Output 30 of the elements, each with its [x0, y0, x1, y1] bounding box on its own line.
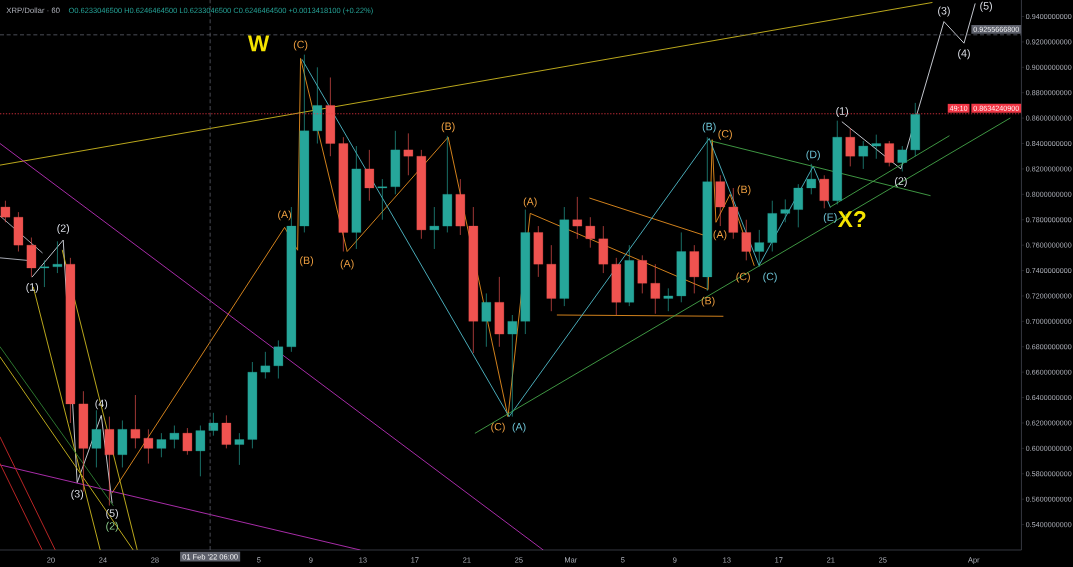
annotation: (A): [340, 259, 354, 270]
annotation: W: [247, 35, 270, 52]
annotation: (4): [95, 399, 108, 410]
annotation: (A): [713, 230, 727, 241]
annotation: (B): [300, 256, 314, 267]
annotation: (2): [106, 521, 118, 532]
annotation: (2): [57, 224, 70, 235]
annotation: (A): [512, 422, 526, 433]
annotation: (5): [980, 1, 992, 12]
annotation: (3): [71, 489, 84, 500]
annotation: (5): [106, 509, 118, 519]
annotation: (E): [823, 213, 837, 224]
annotation: (C): [718, 129, 732, 140]
annotation: (A): [278, 210, 292, 221]
annotation: (4): [958, 49, 970, 60]
annotation: (D): [806, 150, 820, 161]
annotation: (C): [293, 40, 308, 51]
annotation: (3): [938, 6, 950, 17]
annotation: X?: [837, 211, 866, 227]
annotation: (1): [26, 282, 39, 293]
annotation: (2): [895, 176, 907, 187]
annotation: (B): [441, 122, 455, 133]
annotation: (C): [736, 272, 750, 283]
annotation: (B): [701, 296, 715, 307]
annotation: (B): [737, 185, 751, 196]
annotation: (C): [763, 272, 777, 283]
annotation: (C): [491, 422, 505, 433]
annotation: (1): [836, 106, 848, 117]
annotation: (B): [702, 122, 716, 133]
annotation: (A): [523, 197, 537, 208]
